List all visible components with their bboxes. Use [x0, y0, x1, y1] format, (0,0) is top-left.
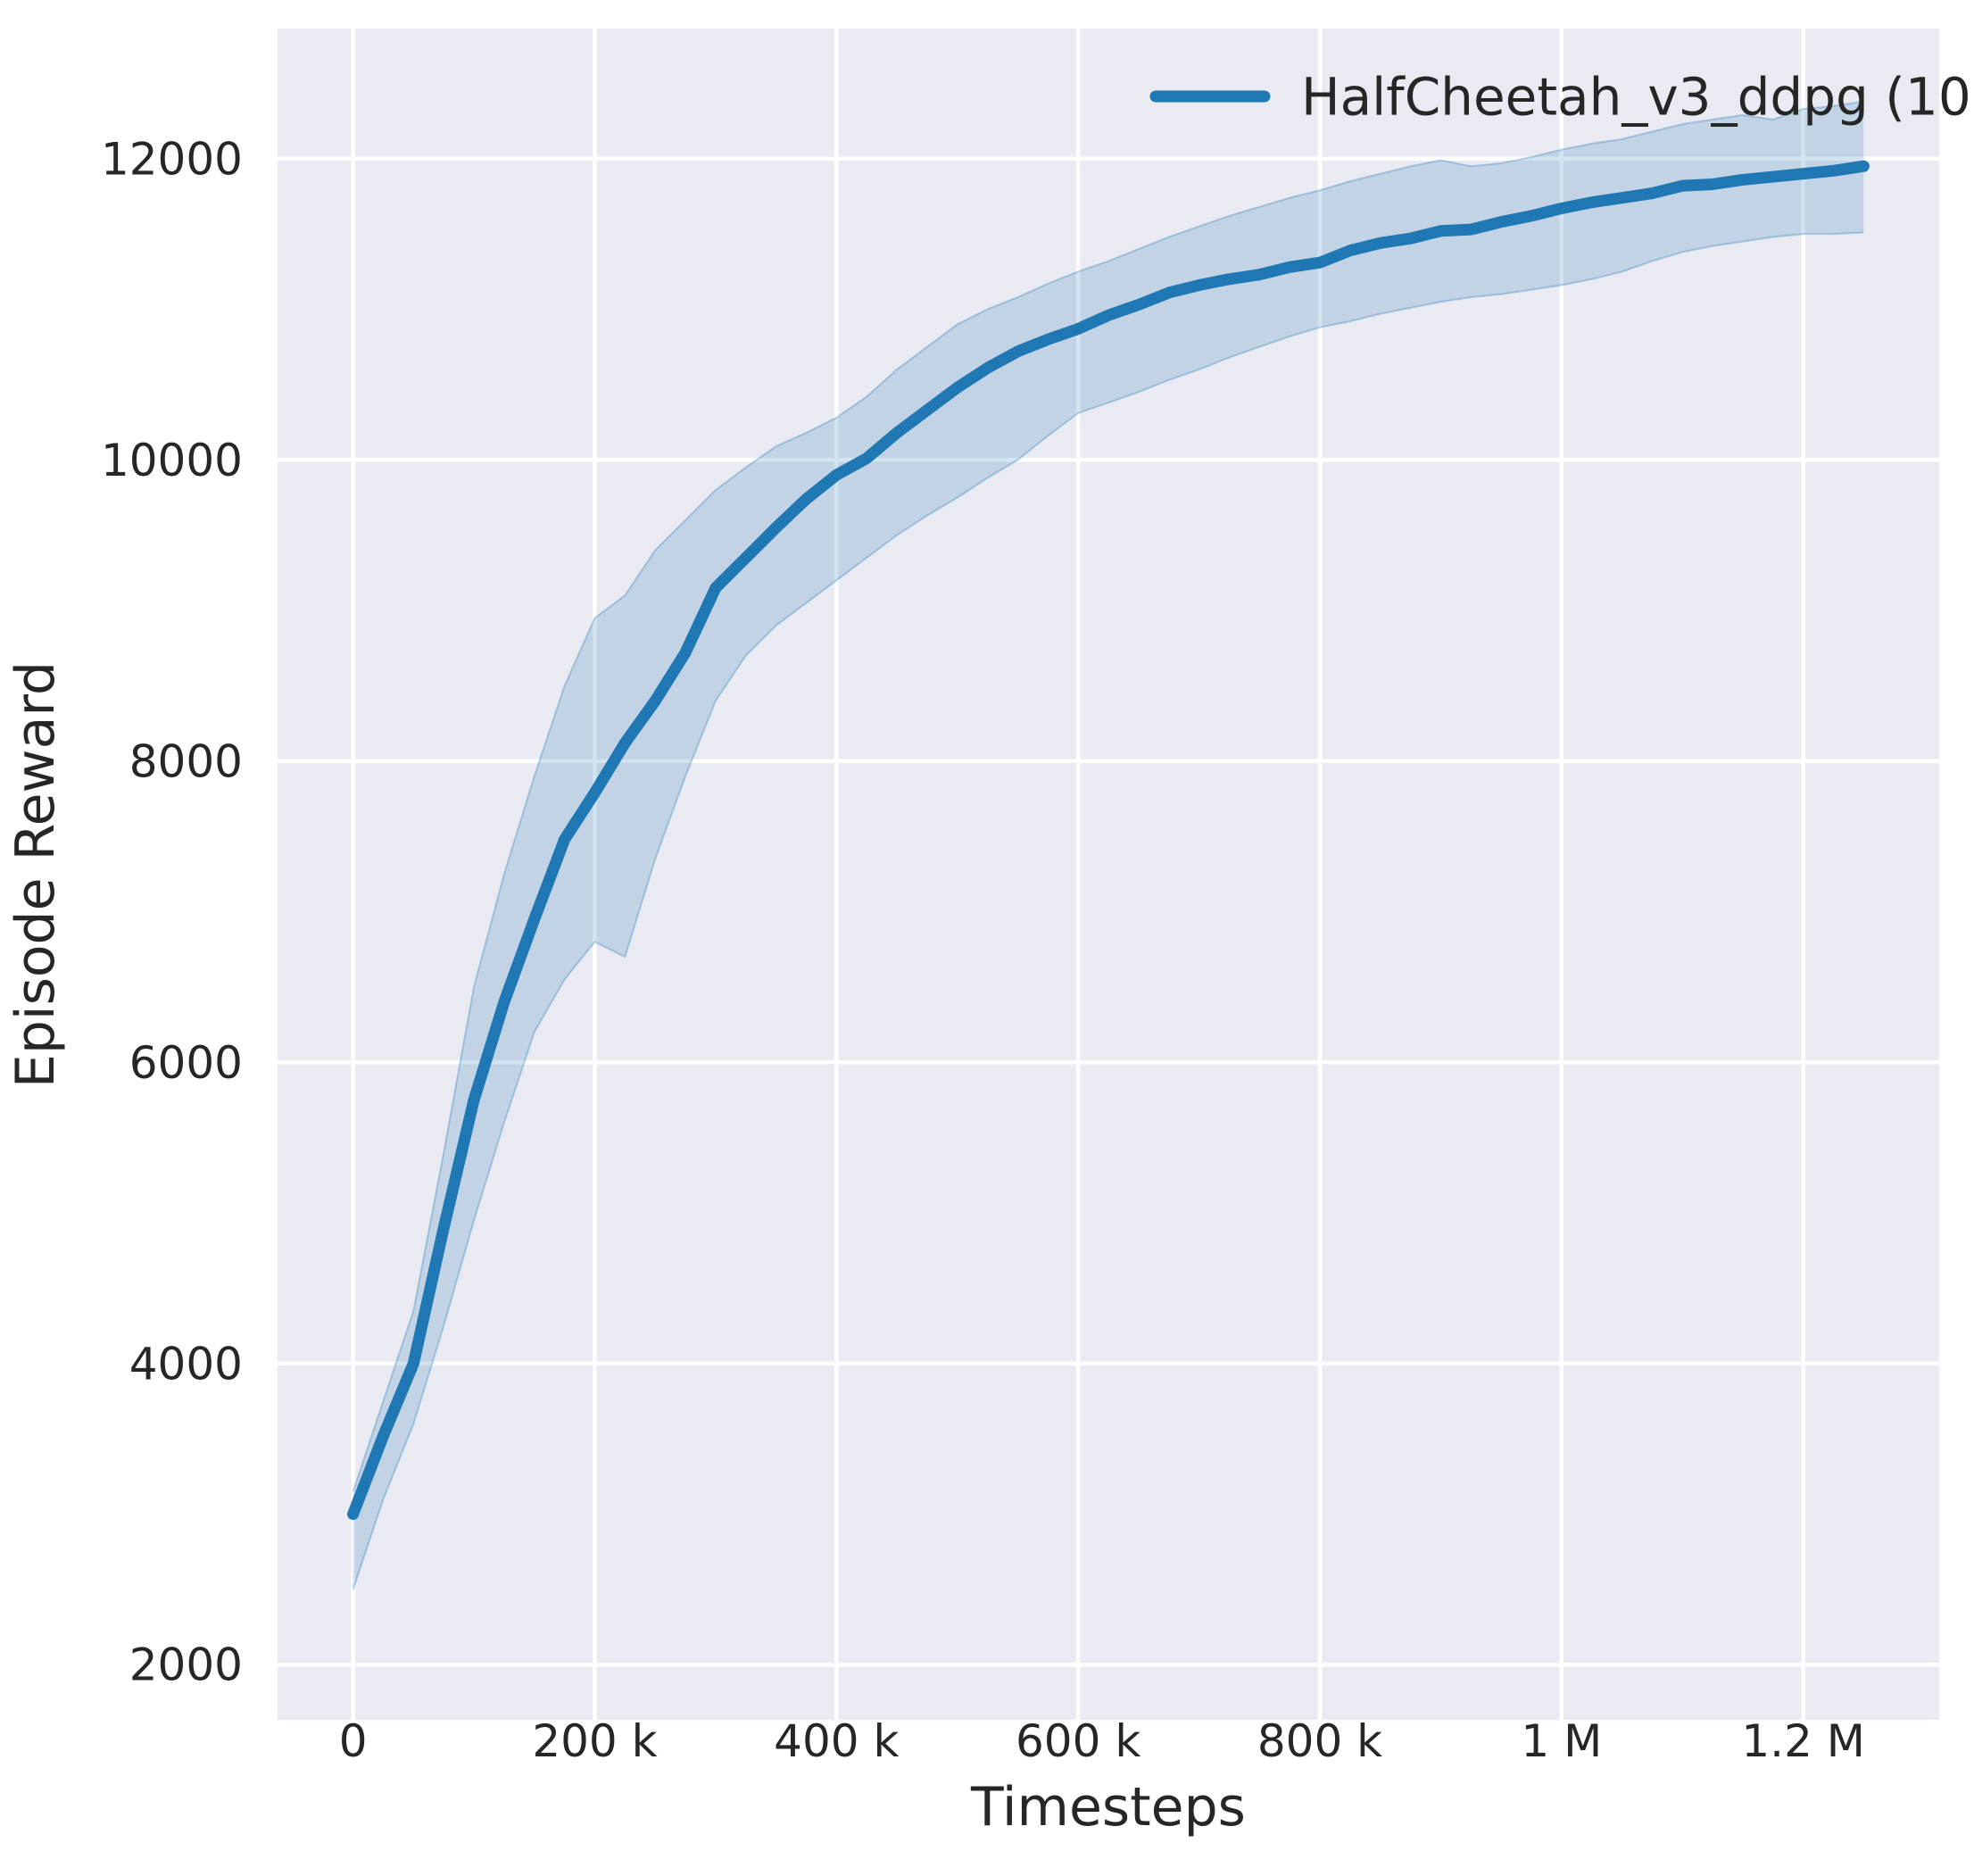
x-tick-label: 800 k — [1257, 1715, 1382, 1767]
x-axis-title: Timesteps — [970, 1776, 1246, 1839]
y-tick-label: 6000 — [129, 1037, 243, 1089]
x-tick-labels: 0 200 k 400 k 600 k 800 k 1 M 1.2 M — [339, 1715, 1865, 1767]
confidence-band — [352, 100, 1864, 1590]
x-tick-label: 0 — [339, 1715, 368, 1767]
band-lower-edge — [352, 231, 1864, 1590]
x-tick-label: 600 k — [1016, 1715, 1140, 1767]
x-tick-label: 1 M — [1521, 1715, 1602, 1767]
y-tick-label: 8000 — [129, 735, 243, 787]
legend: HalfCheetah_v3_ddpg (10) — [1149, 66, 1974, 127]
band-fill — [352, 101, 1864, 1590]
y-tick-label: 10000 — [101, 435, 243, 486]
band-upper-edge — [352, 100, 1864, 1492]
y-tick-label: 4000 — [129, 1338, 243, 1390]
series-line-halfcheetah — [347, 160, 1870, 1520]
x-tick-label: 1.2 M — [1741, 1715, 1865, 1767]
legend-label: HalfCheetah_v3_ddpg (10) — [1301, 66, 1974, 127]
gridlines — [278, 29, 1939, 1720]
y-axis-title: Episode Reward — [4, 661, 67, 1088]
y-tick-label: 2000 — [129, 1639, 243, 1691]
y-tick-labels: 2000 4000 6000 8000 10000 12000 — [101, 133, 243, 1690]
x-tick-label: 400 k — [774, 1715, 899, 1767]
x-tick-label: 200 k — [532, 1715, 657, 1767]
y-tick-label: 12000 — [101, 133, 243, 185]
